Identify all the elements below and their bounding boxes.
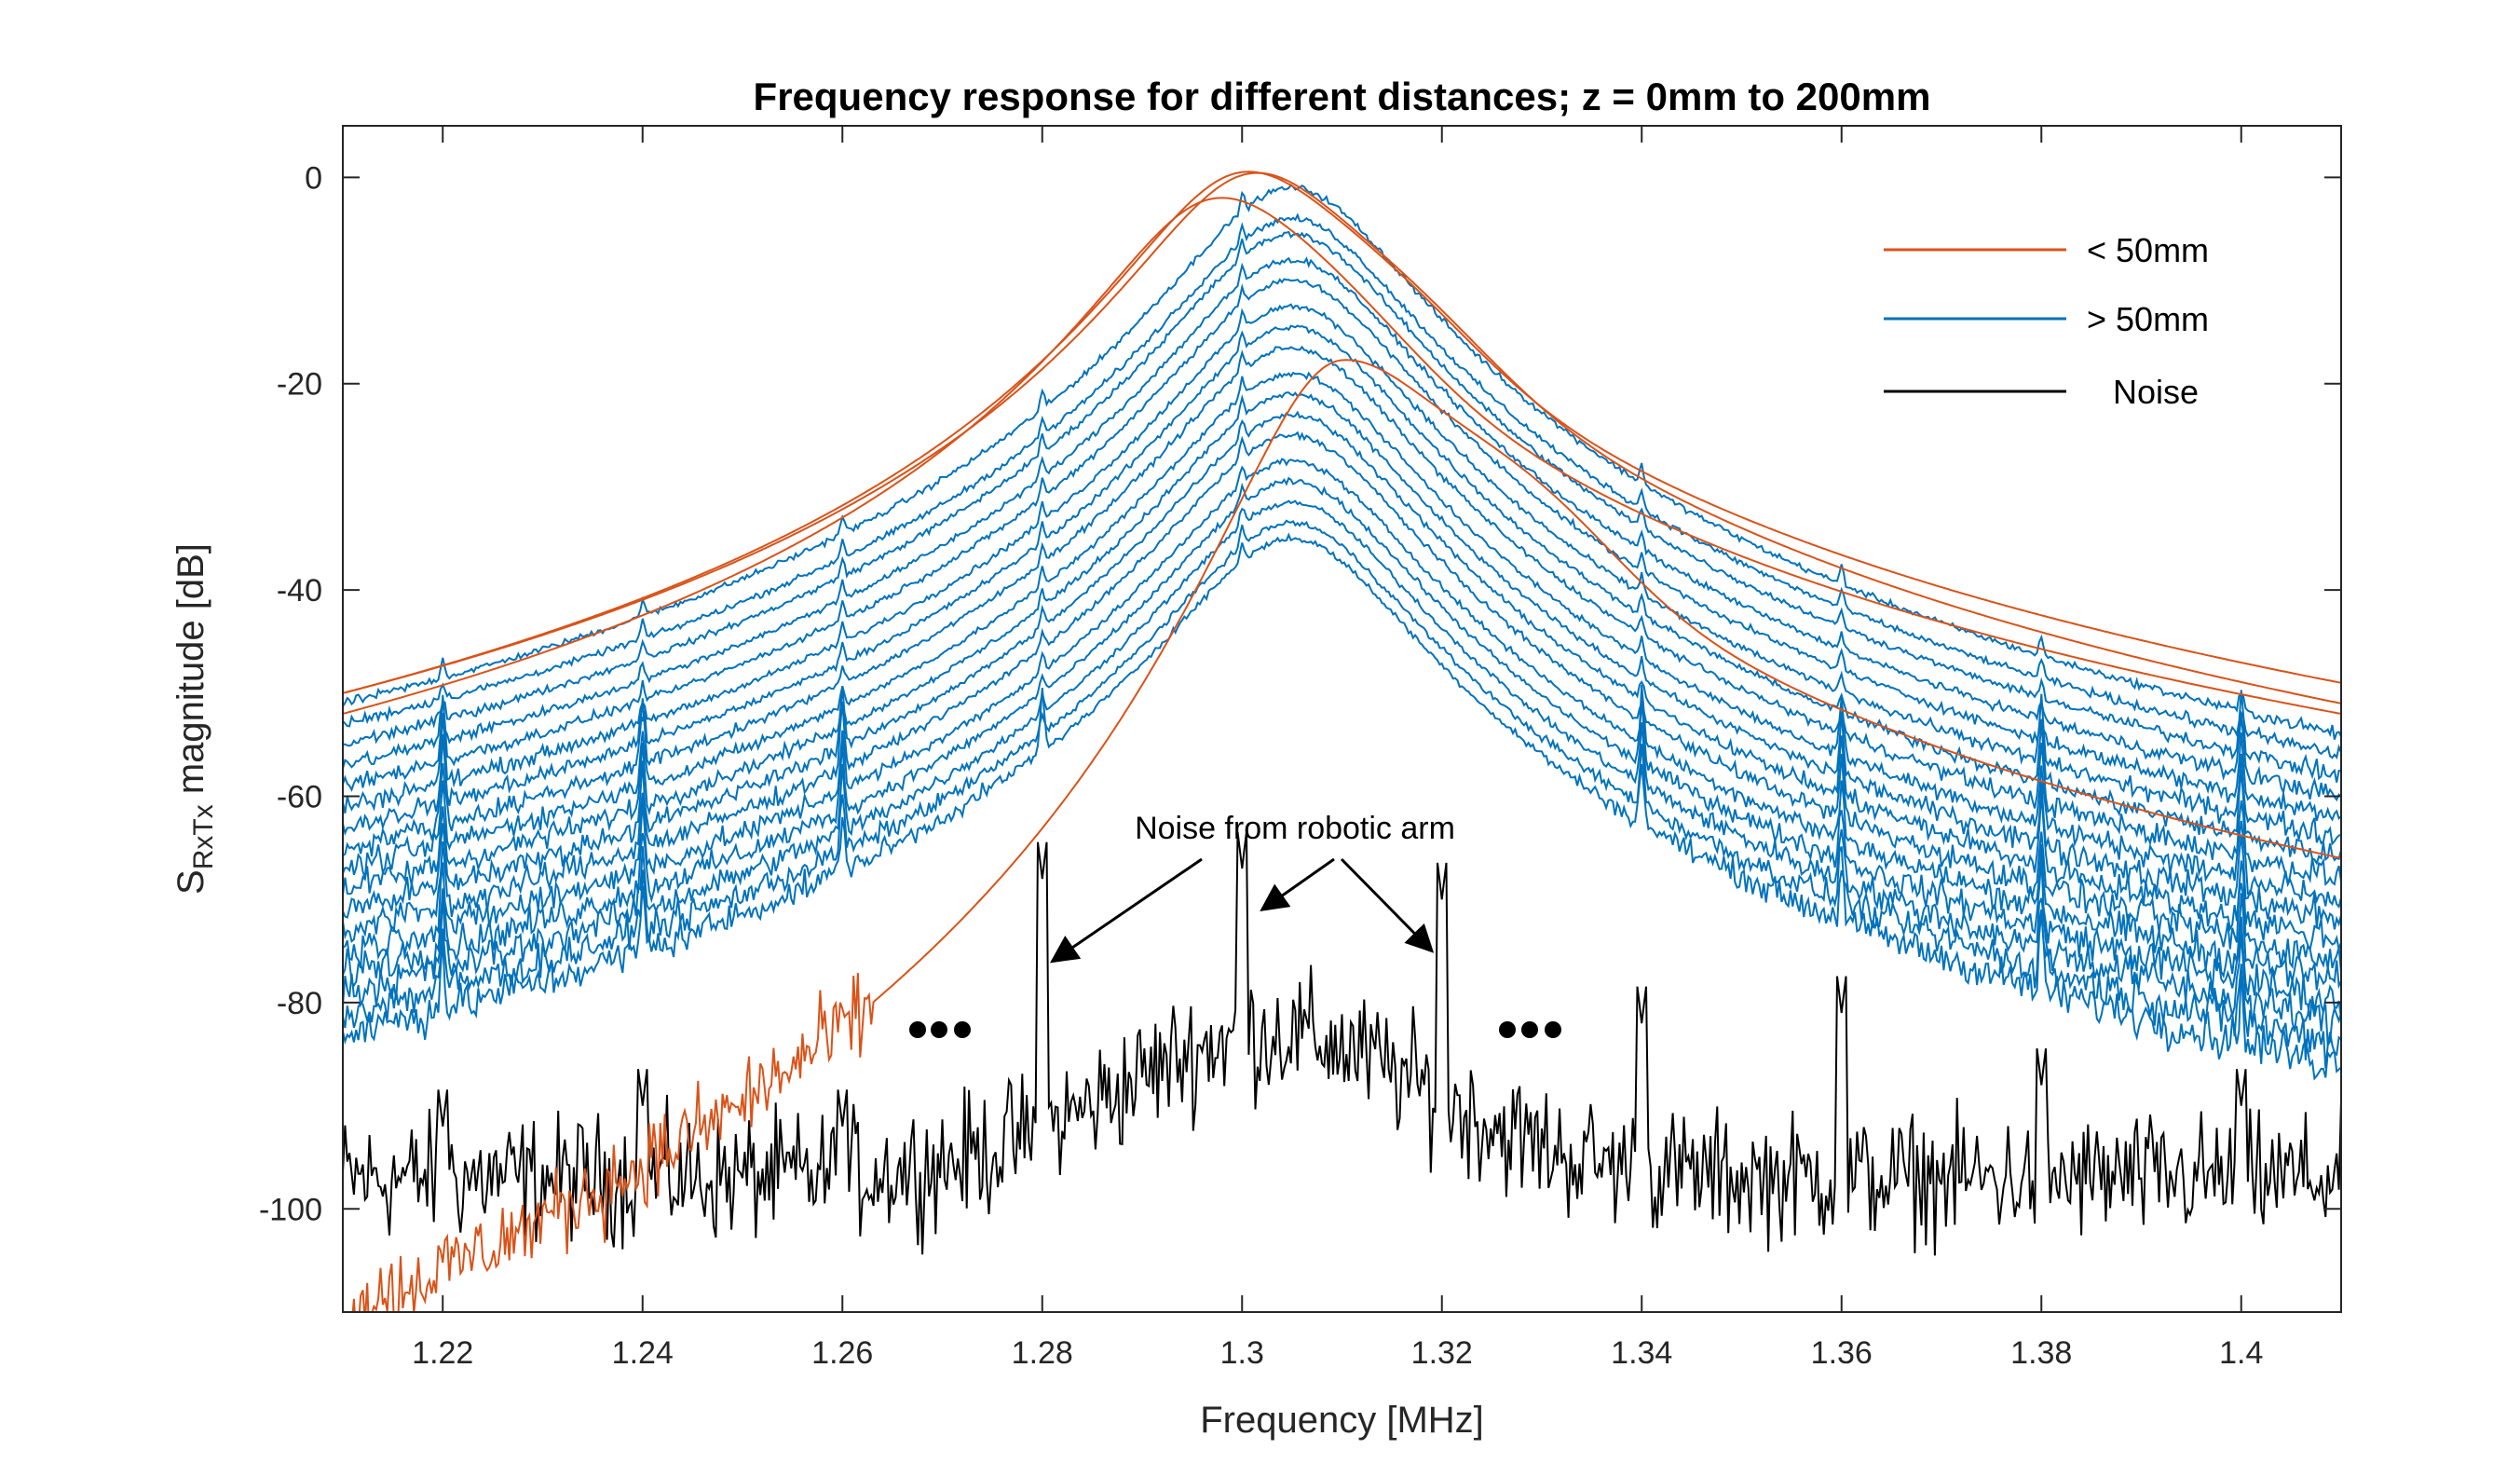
axes-box	[342, 125, 2342, 1313]
y-tick-label: -40	[277, 573, 322, 609]
near-series-line-1	[343, 171, 2341, 694]
far-series-line-17	[343, 532, 2341, 1081]
y-tick-label: 0	[305, 160, 322, 196]
far-series-line-7	[343, 324, 2341, 866]
ellipsis-dot	[1545, 1021, 1561, 1038]
x-tick-label: 1.28	[1012, 1335, 1073, 1371]
annotation-arrow-1	[1049, 857, 1203, 964]
far-series-line-13	[343, 458, 2341, 991]
far-series-line-14	[343, 476, 2341, 1020]
far-series-line-4	[343, 256, 2341, 802]
chart-title: Frequency response for different distanc…	[754, 75, 1931, 118]
far-series-line-15	[343, 499, 2341, 1048]
far-series-line-9	[343, 371, 2341, 909]
ellipsis-dot	[909, 1021, 926, 1038]
ellipsis-right	[1499, 1021, 1561, 1038]
y-tick-label: -20	[277, 367, 322, 403]
near-series-line-2	[343, 171, 2341, 704]
y-axis-label-rest: magnitude [dB]	[170, 543, 211, 804]
ellipsis-dot	[954, 1021, 971, 1038]
far-series-line-11	[343, 410, 2341, 953]
far-series-line-6	[343, 303, 2341, 846]
y-tick-label: -60	[277, 780, 322, 815]
y-axis-label-main: S	[170, 869, 211, 895]
legend-label-1: < 50mm	[2087, 231, 2209, 269]
x-tick-label: 1.22	[412, 1335, 473, 1371]
x-tick-label: 1.3	[1220, 1335, 1264, 1371]
ellipsis-dot	[1499, 1021, 1516, 1038]
y-tick-label: -100	[259, 1192, 322, 1227]
legend: < 50mm > 50mm Noise	[1884, 231, 2209, 411]
ellipsis-dot	[1521, 1021, 1538, 1038]
annotation-arrow-2	[1260, 857, 1335, 912]
x-tick-label: 1.4	[2219, 1335, 2263, 1371]
x-tick-label: 1.36	[1811, 1335, 1873, 1371]
far-series-line-3	[343, 230, 2341, 783]
legend-label-2: > 50mm	[2087, 300, 2209, 338]
plot-area	[343, 171, 2341, 1312]
x-tick-label: 1.24	[612, 1335, 674, 1371]
y-axis-label-subscript: RxTx	[188, 804, 219, 869]
axes: 1.22 1.24 1.26 1.28 1.3 1.32 1.34 1.36 1.38 1.4 0 -…	[259, 125, 2342, 1371]
y-tick-label: -80	[277, 986, 322, 1021]
x-tick-label: 1.26	[811, 1335, 873, 1371]
ellipsis-dot	[931, 1021, 947, 1038]
far-series-line-8	[343, 345, 2341, 886]
near-series-line-4	[346, 359, 2341, 1312]
far-series-line-16	[343, 519, 2341, 1069]
far-series-line-2	[343, 212, 2341, 759]
x-axis-label: Frequency [MHz]	[1200, 1400, 1484, 1441]
annotation: Noise from robotic arm	[909, 811, 1561, 1038]
near-series-line-3	[343, 197, 2341, 715]
ellipsis-left	[909, 1021, 971, 1038]
annotation-text: Noise from robotic arm	[1135, 811, 1455, 846]
y-axis-label: SRxTx magnitude [dB]	[170, 543, 219, 895]
far-series-line-10	[343, 391, 2341, 930]
x-tick-label: 1.34	[1611, 1335, 1672, 1371]
legend-label-3: Noise	[2113, 373, 2199, 411]
noise-series-line	[343, 831, 2341, 1256]
x-tick-label: 1.32	[1411, 1335, 1473, 1371]
far-series-line-5	[343, 278, 2341, 822]
x-tick-label: 1.38	[2010, 1335, 2072, 1371]
far-series-line-12	[343, 431, 2341, 974]
far-series-line-1	[343, 184, 2341, 740]
annotation-arrow-3	[1340, 857, 1435, 953]
